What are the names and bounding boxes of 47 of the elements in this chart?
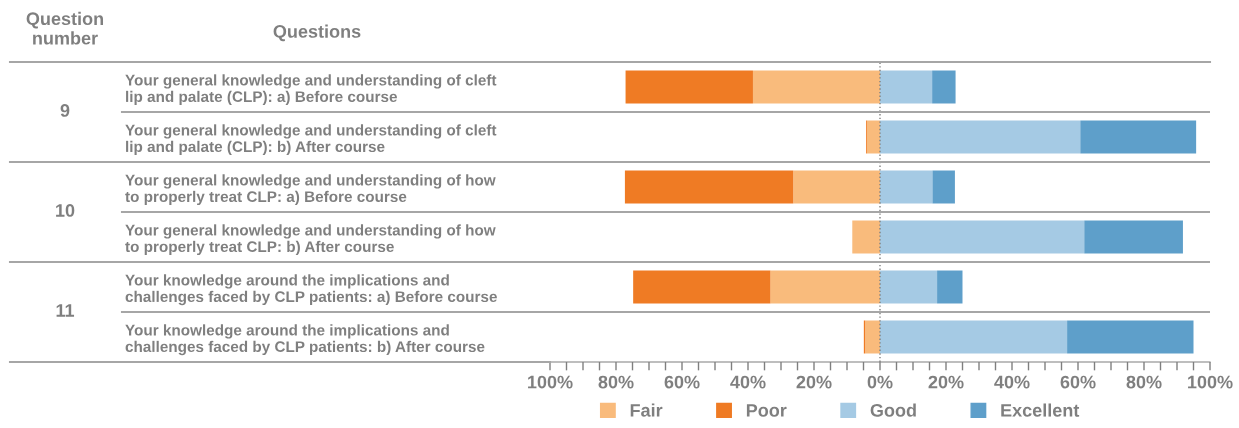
text: Question number — [26, 11, 104, 45]
x-tick-label: 80% — [1126, 375, 1162, 389]
bar — [880, 70, 933, 104]
x-tick-label: 20% — [796, 375, 832, 389]
bar — [1080, 120, 1197, 154]
x-tick-label: 40% — [730, 375, 766, 389]
bar — [880, 220, 1085, 254]
text: 11 — [56, 304, 75, 317]
legend-label: Fair — [630, 403, 663, 417]
x-tick-label: 60% — [1060, 375, 1096, 389]
x-tick-label: 0% — [867, 375, 893, 389]
bar — [852, 220, 880, 254]
bar — [865, 320, 880, 354]
legend-label: Good — [870, 403, 916, 417]
bar — [1084, 220, 1183, 254]
x-tick-label: 20% — [928, 375, 964, 389]
y-tick-label: Your knowledge around the implications and challenges faced by CLP patients: a) Before course — [125, 274, 497, 306]
y-tick-label: Your general knowledge and understanding of how to properly treat CLP: a) Before course — [125, 174, 496, 206]
x-tick-label: 80% — [598, 375, 634, 389]
bar — [932, 70, 956, 104]
bar — [937, 270, 963, 304]
bar — [624, 170, 794, 204]
y-tick-label: Your knowledge around the implications and challenges faced by CLP patients: b) After course — [125, 324, 485, 356]
bar — [880, 170, 933, 204]
bar — [867, 120, 880, 154]
bar — [633, 270, 771, 304]
legend-label: Poor — [746, 404, 787, 417]
bar — [880, 270, 938, 304]
x-tick-label: 100% — [528, 375, 573, 389]
text: 9 — [60, 104, 70, 117]
y-tick-label: Your general knowledge and understanding of cleft lip and palate (CLP): b) After course — [125, 124, 497, 156]
bar — [880, 120, 1081, 154]
text: Questions — [273, 24, 361, 42]
x-tick-label: 60% — [664, 375, 700, 389]
bar — [932, 170, 955, 204]
bar — [880, 320, 1068, 354]
y-tick-label: Your general knowledge and understanding of cleft lip and palate (CLP): a) Before course — [125, 74, 497, 106]
text: 10 — [56, 204, 75, 217]
bar — [770, 270, 880, 304]
x-tick-label: 100% — [1188, 375, 1233, 389]
bar — [752, 70, 880, 104]
bar — [625, 70, 753, 104]
legend-label: Excellent — [1001, 403, 1080, 417]
x-tick-label: 40% — [994, 375, 1030, 389]
bar — [1067, 320, 1194, 354]
y-tick-label: Your general knowledge and understanding of how to properly treat CLP: b) After course — [125, 224, 496, 256]
bar — [793, 170, 880, 204]
